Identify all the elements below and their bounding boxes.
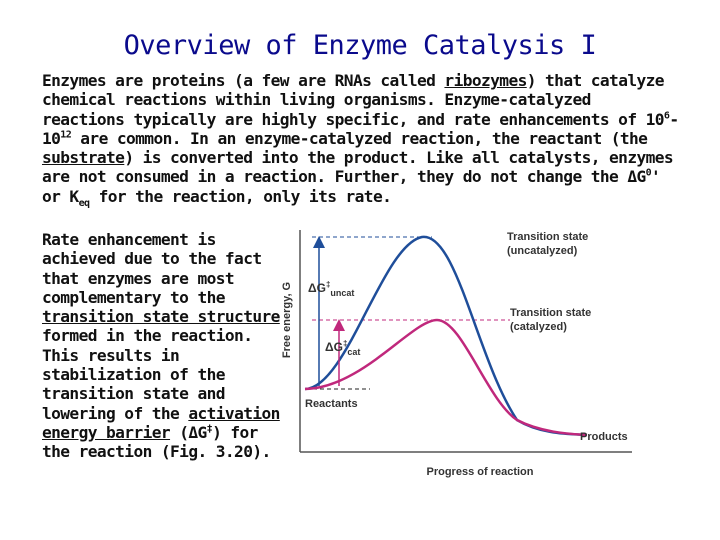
products-label: Products [580, 431, 628, 443]
dagger-superscript: ‡ [206, 423, 213, 435]
intro-text-3: -10 [42, 109, 679, 148]
ts-cat-label: Transition state (catalyzed) [510, 307, 591, 333]
transition-state-term: transition state structure [42, 307, 280, 327]
catalyzed-curve [304, 318, 588, 437]
intro-text-7: for the reaction, only its rate. [89, 186, 392, 206]
intro-text-6: ' or K [42, 167, 661, 206]
rate-text-3: (ΔG [170, 422, 207, 442]
intro-text-4: are common. In an enzyme-catalyzed react… [71, 128, 648, 148]
dg-cat-label: ΔG‡cat [325, 339, 360, 357]
exponent-12: 12 [60, 129, 72, 141]
dg-uncat-label: ΔG‡uncat [308, 280, 354, 298]
intro-text-2: ) that catalyze chemical reactions withi… [42, 71, 665, 129]
rate-text-4: ) for the reaction (Fig. 3.20). [42, 422, 271, 462]
rate-enhancement-paragraph: Rate enhancement is achieved due to the … [42, 230, 287, 462]
intro-paragraph: Enzymes are proteins (a few are RNAs cal… [42, 71, 682, 210]
energy-diagram: Free energy, G Progress of reaction ΔG‡u… [281, 230, 632, 478]
intro-text-5: ) is converted into the product. Like al… [42, 148, 674, 187]
ribozymes-term: ribozymes [444, 71, 527, 90]
intro-text-1: Enzymes are proteins (a few are RNAs cal… [42, 71, 445, 90]
exponent-6: 6 [663, 110, 670, 122]
activation-energy-term: activation energy barrier [42, 403, 280, 442]
y-axis-label: Free energy, G [281, 282, 293, 358]
rate-text-1: Rate enhancement is achieved due to the … [42, 230, 262, 307]
ts-uncat-label: Transition state (uncatalyzed) [507, 231, 588, 257]
x-axis-label: Progress of reaction [427, 466, 534, 478]
substrate-term: substrate [42, 148, 125, 168]
reactants-label: Reactants [305, 398, 358, 410]
keq-subscript: eq [78, 198, 90, 210]
g0-superscript: 0 [645, 168, 652, 180]
slide-title: Overview of Enzyme Catalysis I [123, 30, 597, 61]
rate-text-2: formed in the reaction. This results in … [42, 326, 253, 423]
